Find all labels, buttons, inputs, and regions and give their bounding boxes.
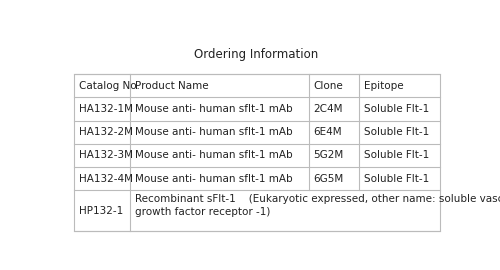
Text: Recombinant sFlt-1    (Eukaryotic expressed, other name: soluble vascular endoth: Recombinant sFlt-1 (Eukaryotic expressed… bbox=[135, 194, 500, 217]
Bar bbox=[74, 74, 440, 231]
Text: Soluble Flt-1: Soluble Flt-1 bbox=[364, 127, 429, 137]
Text: 5G2M: 5G2M bbox=[313, 150, 344, 160]
Text: HA132-2M: HA132-2M bbox=[79, 127, 133, 137]
Text: HA132-3M: HA132-3M bbox=[79, 150, 133, 160]
Text: HA132-4M: HA132-4M bbox=[79, 174, 133, 184]
Text: Soluble Flt-1: Soluble Flt-1 bbox=[364, 104, 429, 114]
Text: 6E4M: 6E4M bbox=[313, 127, 342, 137]
Text: Catalog No.: Catalog No. bbox=[79, 81, 140, 91]
Text: Product Name: Product Name bbox=[135, 81, 208, 91]
Text: 2C4M: 2C4M bbox=[313, 104, 342, 114]
Text: Mouse anti- human sflt-1 mAb: Mouse anti- human sflt-1 mAb bbox=[135, 174, 292, 184]
Text: HP132-1: HP132-1 bbox=[79, 206, 123, 216]
Text: Epitope: Epitope bbox=[364, 81, 403, 91]
Text: Ordering Information: Ordering Information bbox=[194, 48, 318, 61]
Text: Clone: Clone bbox=[313, 81, 343, 91]
Text: Mouse anti- human sflt-1 mAb: Mouse anti- human sflt-1 mAb bbox=[135, 127, 292, 137]
Text: HA132-1M: HA132-1M bbox=[79, 104, 133, 114]
Text: 6G5M: 6G5M bbox=[313, 174, 344, 184]
Text: Mouse anti- human sflt-1 mAb: Mouse anti- human sflt-1 mAb bbox=[135, 104, 292, 114]
Text: Mouse anti- human sflt-1 mAb: Mouse anti- human sflt-1 mAb bbox=[135, 150, 292, 160]
Text: Soluble Flt-1: Soluble Flt-1 bbox=[364, 174, 429, 184]
Text: Soluble Flt-1: Soluble Flt-1 bbox=[364, 150, 429, 160]
